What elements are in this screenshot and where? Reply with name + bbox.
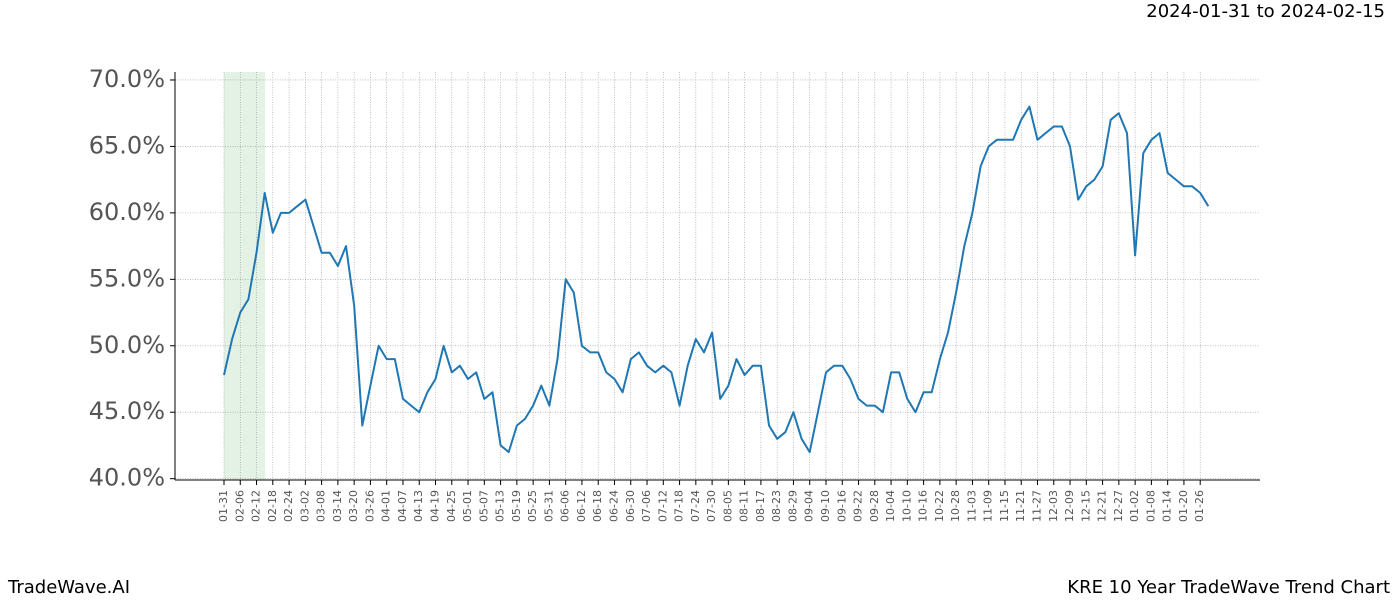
x-tick-label: 07-06 bbox=[640, 490, 653, 522]
y-tick-label: 70.0% bbox=[89, 65, 165, 93]
x-tick-label: 12-03 bbox=[1047, 490, 1060, 522]
x-tick-label: 05-13 bbox=[494, 490, 507, 522]
x-tick-label: 03-26 bbox=[363, 490, 376, 522]
x-tick-label: 08-29 bbox=[786, 490, 799, 522]
x-tick-label: 02-12 bbox=[250, 490, 263, 522]
x-tick-label: 01-20 bbox=[1177, 490, 1190, 522]
x-tick-label: 11-27 bbox=[1031, 490, 1044, 522]
x-tick-label: 10-04 bbox=[884, 490, 897, 522]
x-tick-label: 11-03 bbox=[965, 490, 978, 522]
x-tick-label: 04-07 bbox=[396, 490, 409, 522]
x-tick-label: 01-14 bbox=[1161, 490, 1174, 522]
x-tick-label: 09-10 bbox=[819, 490, 832, 522]
trend-line bbox=[223, 105, 1210, 454]
x-tick-label: 12-27 bbox=[1112, 490, 1125, 522]
x-tick-label: 01-31 bbox=[217, 490, 230, 522]
x-tick-label: 05-19 bbox=[510, 490, 523, 522]
x-tick-label: 11-21 bbox=[1014, 490, 1027, 522]
x-tick-label: 09-22 bbox=[852, 490, 865, 522]
x-tick-label: 07-24 bbox=[689, 490, 702, 522]
x-tick-label: 03-02 bbox=[298, 490, 311, 522]
x-tick-label: 06-12 bbox=[575, 490, 588, 522]
x-tick-label: 03-14 bbox=[331, 490, 344, 522]
x-tick-label: 07-12 bbox=[656, 490, 669, 522]
x-tick-label: 09-16 bbox=[835, 490, 848, 522]
x-tick-label: 02-18 bbox=[266, 490, 279, 522]
x-tick-label: 05-25 bbox=[526, 490, 539, 522]
x-tick-label: 08-05 bbox=[721, 490, 734, 522]
x-tick-label: 09-28 bbox=[868, 490, 881, 522]
x-tick-label: 06-06 bbox=[559, 490, 572, 522]
y-tick-label: 60.0% bbox=[89, 198, 165, 226]
x-tick-label: 10-28 bbox=[949, 490, 962, 522]
x-tick-label: 11-15 bbox=[998, 490, 1011, 522]
x-tick-label: 03-08 bbox=[315, 490, 328, 522]
x-tick-label: 12-09 bbox=[1063, 490, 1076, 522]
highlight-range bbox=[224, 72, 265, 480]
x-tick-label: 02-24 bbox=[282, 490, 295, 522]
x-tick-label: 06-30 bbox=[624, 490, 637, 522]
x-tick-label: 08-11 bbox=[738, 490, 751, 522]
x-tick-label: 05-07 bbox=[477, 490, 490, 522]
x-tick-label: 01-26 bbox=[1193, 490, 1206, 522]
x-tick-label: 11-09 bbox=[982, 490, 995, 522]
x-tick-label: 04-19 bbox=[429, 490, 442, 522]
x-tick-label: 05-31 bbox=[542, 490, 555, 522]
y-tick-label: 55.0% bbox=[89, 264, 165, 292]
y-tick-label: 65.0% bbox=[89, 131, 165, 159]
x-tick-label: 09-04 bbox=[803, 490, 816, 522]
x-tick-label: 04-13 bbox=[412, 490, 425, 522]
x-tick-label: 01-08 bbox=[1144, 490, 1157, 522]
x-tick-label: 04-25 bbox=[445, 490, 458, 522]
date-range: 2024-01-31 to 2024-02-15 bbox=[1146, 1, 1385, 22]
y-tick-label: 40.0% bbox=[89, 464, 165, 492]
x-tick-label: 01-02 bbox=[1128, 490, 1141, 522]
x-tick-label: 04-01 bbox=[380, 490, 393, 522]
x-tick-label: 02-06 bbox=[233, 490, 246, 522]
x-tick-label: 06-24 bbox=[607, 490, 620, 522]
y-tick-label: 45.0% bbox=[89, 397, 165, 425]
x-tick-label: 07-18 bbox=[673, 490, 686, 522]
x-tick-label: 07-30 bbox=[705, 490, 718, 522]
x-tick-label: 12-21 bbox=[1096, 490, 1109, 522]
chart-title: KRE 10 Year TradeWave Trend Chart bbox=[1067, 577, 1390, 598]
x-tick-label: 03-20 bbox=[347, 490, 360, 522]
x-tick-label: 08-17 bbox=[754, 490, 767, 522]
x-tick-label: 08-23 bbox=[770, 490, 783, 522]
x-tick-label: 12-15 bbox=[1079, 490, 1092, 522]
brand: TradeWave.AI bbox=[7, 577, 130, 598]
x-tick-label: 10-16 bbox=[917, 490, 930, 522]
y-tick-label: 50.0% bbox=[89, 331, 165, 359]
x-tick-label: 05-01 bbox=[461, 490, 474, 522]
x-tick-label: 10-10 bbox=[900, 490, 913, 522]
x-tick-label: 06-18 bbox=[591, 490, 604, 522]
x-tick-label: 10-22 bbox=[933, 490, 946, 522]
